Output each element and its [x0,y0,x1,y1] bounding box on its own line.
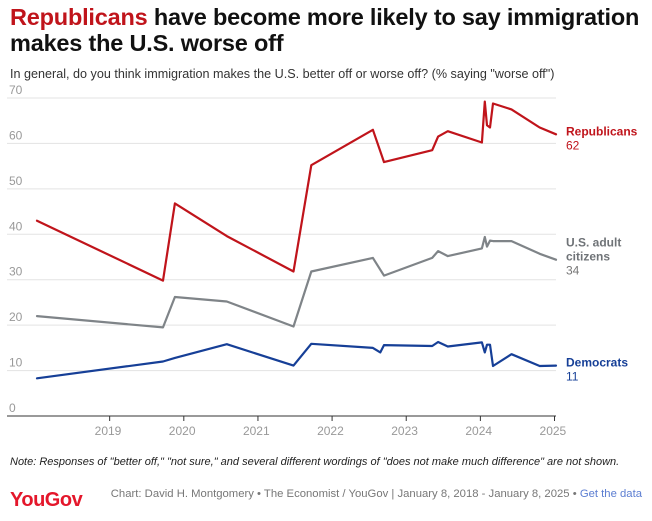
series-label-u-s-adult-citizens-2: citizens [566,250,610,264]
series-end-value-u-s-adult-citizens: 34 [566,264,580,278]
y-tick-label-40: 40 [9,219,23,233]
series-label-republicans-1: Republicans [566,124,638,138]
x-tick-label-2020: 2020 [169,424,196,438]
chart-note: Note: Responses of "better off," "not su… [10,456,620,468]
series-label-democrats-1: Democrats [566,356,628,370]
title-highlight: Republicans [10,4,148,30]
chart-footer: Chart: David H. Montgomery • The Economi… [82,488,642,501]
y-tick-label-30: 30 [9,265,23,279]
y-tick-label-70: 70 [9,83,23,97]
series-line-republicans [35,100,558,282]
get-the-data-link[interactable]: Get the data [579,488,642,500]
series-line-u-s-adult-citizens [35,235,558,329]
x-tick-label-2019: 2019 [95,424,122,438]
x-tick-label-2021: 2021 [243,424,270,438]
y-tick-label-60: 60 [9,128,23,142]
y-tick-label-0: 0 [9,401,16,415]
x-tick-label-2025: 2025 [540,424,567,438]
x-tick-label-2022: 2022 [317,424,344,438]
y-tick-label-10: 10 [9,356,23,370]
chart-title: Republicans have become more likely to s… [10,4,640,56]
series-label-u-s-adult-citizens-1: U.S. adult [566,236,621,250]
series-end-value-democrats: 11 [566,370,579,384]
x-tick-label-2024: 2024 [465,424,492,438]
x-tick-label-2023: 2023 [391,424,418,438]
chart-subtitle: In general, do you think immigration mak… [10,67,555,81]
y-tick-label-50: 50 [9,174,23,188]
series-end-value-republicans: 62 [566,138,580,152]
footer-credit: Chart: David H. Montgomery • The Economi… [110,488,577,500]
y-tick-label-20: 20 [9,310,23,324]
title-rest: have become more likely to say immigrati… [10,4,640,56]
series-line-democrats [35,340,558,380]
yougov-logo[interactable]: YouGov [10,489,83,511]
